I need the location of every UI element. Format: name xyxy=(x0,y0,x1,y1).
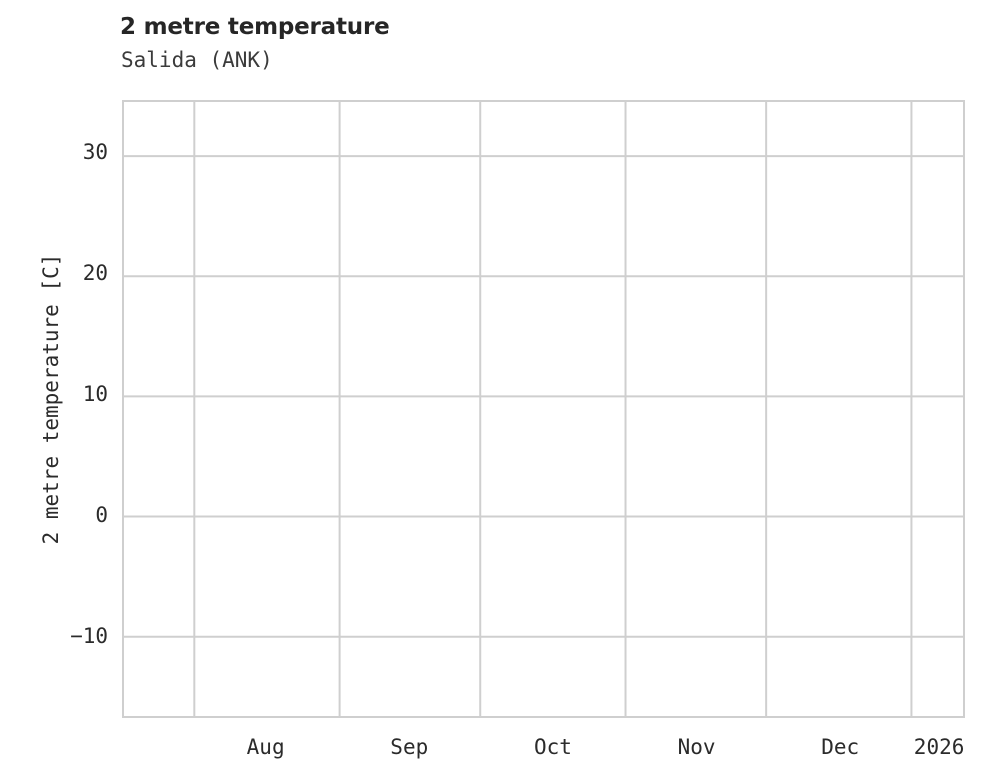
temperature-series xyxy=(124,102,963,716)
x-tick-label: Oct xyxy=(533,735,572,759)
y-tick-label: −10 xyxy=(70,624,108,649)
page-title: 2 metre temperature xyxy=(120,14,390,40)
x-tick-label: Aug xyxy=(246,735,285,759)
x-tick-label: Nov xyxy=(677,735,716,759)
x-tick-label: 2026 xyxy=(913,735,965,759)
chart-subtitle: Salida (ANK) xyxy=(121,48,273,72)
y-tick-label: 20 xyxy=(82,261,108,286)
plot-area xyxy=(122,100,965,718)
y-tick-layer: 30 20 10 0 −10 xyxy=(0,100,108,718)
grid-group xyxy=(124,102,963,716)
y-tick-label: 0 xyxy=(95,503,108,528)
x-tick-label: Sep xyxy=(390,735,429,759)
y-tick-label: 10 xyxy=(82,382,108,407)
x-tick-label: Dec xyxy=(821,735,860,759)
y-tick-label: 30 xyxy=(82,140,108,165)
x-tick-layer: Aug Sep Oct Nov Dec 2026 xyxy=(0,735,981,769)
